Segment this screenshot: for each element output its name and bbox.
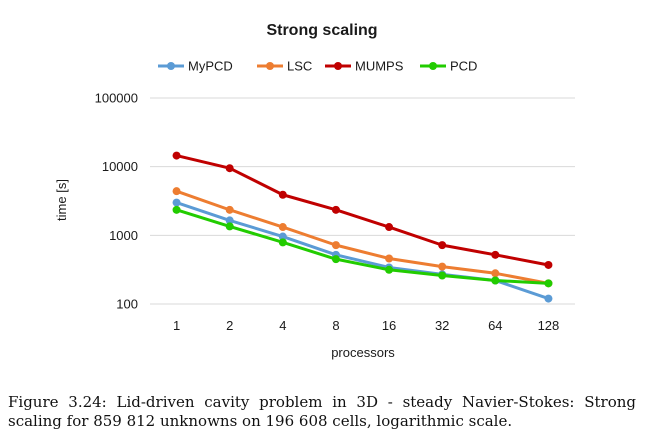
legend: MyPCD LSC MUMPS PCD: [158, 59, 477, 74]
legend-swatch-marker: [167, 62, 175, 70]
series-line: [176, 189, 549, 285]
data-point: [225, 205, 234, 214]
data-point: [385, 254, 394, 263]
legend-swatch-marker: [334, 62, 342, 70]
data-point: [385, 223, 394, 232]
legend-entry-pcd: PCD: [420, 59, 477, 74]
data-point: [278, 223, 287, 232]
data-point: [438, 241, 447, 250]
data-point: [385, 265, 394, 274]
series-line: [176, 208, 549, 285]
strong-scaling-chart: Strong scaling MyPCD LSC MUMPS PCD 10010001…: [54, 22, 575, 360]
x-tick-label: 8: [332, 318, 339, 333]
x-axis-ticks: 1 2 4 8 16 32 64 128: [173, 318, 559, 333]
data-point: [225, 164, 234, 173]
legend-entry-mumps: MUMPS: [325, 59, 404, 74]
data-point: [544, 279, 553, 288]
data-point: [225, 222, 234, 231]
data-point: [544, 294, 553, 303]
data-point: [491, 269, 500, 278]
legend-swatch-marker: [429, 62, 437, 70]
y-tick-label: 10000: [102, 159, 138, 174]
data-point: [491, 250, 500, 259]
data-point: [172, 187, 181, 196]
data-point: [225, 216, 234, 225]
data-point: [544, 260, 553, 269]
data-point: [278, 190, 287, 199]
legend-entry-lsc: LSC: [257, 59, 312, 74]
series-line: [176, 154, 549, 267]
x-axis-label: processors: [331, 345, 395, 360]
x-tick-label: 4: [279, 318, 286, 333]
legend-label: LSC: [287, 59, 312, 74]
data-point: [172, 205, 181, 214]
x-tick-label: 128: [538, 318, 560, 333]
series-group: [172, 151, 553, 303]
data-point: [438, 262, 447, 271]
legend-label: MUMPS: [355, 59, 404, 74]
y-axis-label: time [s]: [54, 179, 69, 221]
data-point: [438, 271, 447, 280]
data-point: [331, 255, 340, 264]
data-point: [278, 232, 287, 241]
legend-swatch-marker: [266, 62, 274, 70]
legend-entry-mypcd: MyPCD: [158, 59, 233, 74]
x-tick-label: 2: [226, 318, 233, 333]
x-tick-label: 32: [435, 318, 449, 333]
data-point: [331, 205, 340, 214]
y-tick-label: 1000: [109, 228, 138, 243]
chart-title: Strong scaling: [266, 22, 377, 39]
x-tick-label: 16: [382, 318, 396, 333]
data-point: [491, 276, 500, 285]
series-mumps: [172, 151, 553, 269]
legend-label: MyPCD: [188, 59, 233, 74]
data-point: [172, 151, 181, 160]
x-tick-label: 64: [488, 318, 502, 333]
data-point: [278, 238, 287, 247]
figure-caption: Figure 3.24: Lid-driven cavity problem i…: [8, 393, 636, 430]
x-tick-label: 1: [173, 318, 180, 333]
y-tick-label: 100000: [95, 91, 138, 106]
y-axis-ticks: 100 1000 10000 100000: [95, 91, 138, 312]
series-pcd: [172, 205, 553, 288]
y-tick-label: 100: [116, 297, 138, 312]
data-point: [331, 241, 340, 250]
series-lsc: [172, 187, 553, 288]
legend-label: PCD: [450, 59, 477, 74]
gridlines: [150, 97, 575, 305]
data-point: [172, 198, 181, 207]
